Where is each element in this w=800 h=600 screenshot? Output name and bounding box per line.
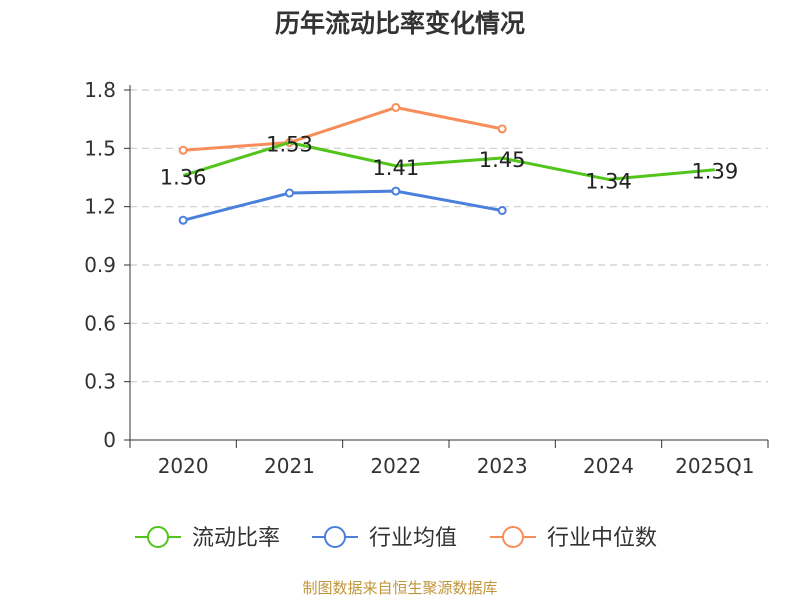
x-tick-label: 2022 [370,454,421,478]
legend-marker [324,526,346,548]
y-tick-label: 0.6 [84,311,116,335]
data-point [178,145,188,155]
y-tick-label: 0.3 [84,370,116,394]
chart-title: 历年流动比率变化情况 [274,9,525,38]
x-tick-label: 2023 [477,454,528,478]
y-tick-label: 1.8 [84,78,116,102]
data-label: 1.34 [585,169,632,193]
data-point [497,206,507,216]
series-line-2 [182,189,503,222]
legend-label: 行业均值 [369,526,457,551]
data-point [497,124,507,134]
data-label: 1.41 [372,156,419,180]
series-line-3 [183,106,503,152]
series-line-1 [182,141,715,181]
y-tick-label: 0.9 [84,253,116,277]
x-tick-label: 2021 [264,454,315,478]
legend-label: 行业中位数 [547,526,657,551]
data-label: 1.39 [691,160,738,184]
x-tick-label: 2024 [583,454,634,478]
x-tick-label: 2025Q1 [675,454,754,478]
data-point [391,186,401,196]
data-point [178,215,188,225]
legend-label: 流动比率 [192,526,280,551]
y-tick-label: 0 [103,428,116,452]
data-label: 1.53 [266,133,313,157]
source-note: 制图数据来自恒生聚源数据库 [302,579,498,597]
legend-marker [502,526,524,548]
legend-marker [147,526,169,548]
data-label: 1.36 [160,166,207,190]
data-point [391,103,401,112]
y-tick-label: 1.5 [84,136,116,160]
x-tick-label: 2020 [158,454,209,478]
y-tick-label: 1.2 [84,195,116,219]
data-point [285,188,294,198]
data-label: 1.45 [479,148,526,172]
